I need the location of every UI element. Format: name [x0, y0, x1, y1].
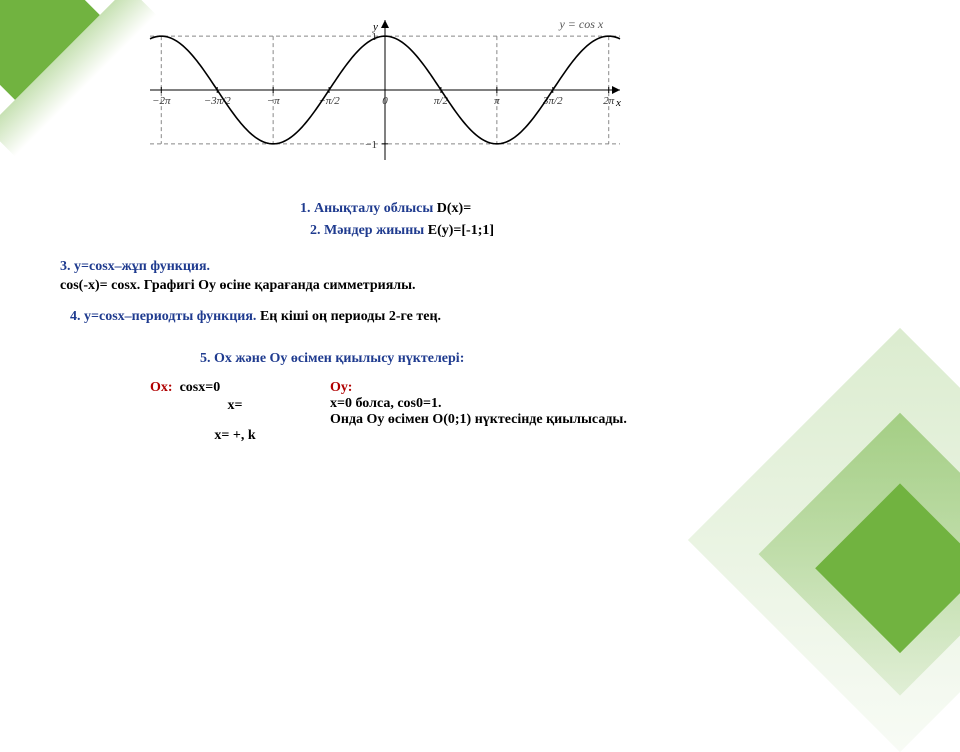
line-domain: 1. Анықталу облысы D(x)=: [300, 200, 471, 219]
oy-row1: x=0 болса, cos0=1.: [330, 396, 750, 412]
line-period: 4. y=cosx–периодты функция. Ең кіші оң п…: [70, 308, 441, 327]
line-domain-value: D(x)=: [437, 201, 471, 216]
line-range-title: 2. Мәндер жиыны: [310, 223, 428, 238]
line-range: 2. Мәндер жиыны E(y)=[-1;1]: [310, 222, 494, 241]
svg-text:−2π: −2π: [152, 95, 171, 107]
line-intersections: 5. Ох және Оу өсімен қиылысу нүктелері:: [200, 350, 464, 369]
svg-text:y = cos x: y = cos x: [558, 17, 603, 31]
svg-text:2π: 2π: [603, 95, 615, 107]
oy-row2: Онда Оу өсімен O(0;1) нүктесінде қиылыса…: [330, 412, 750, 428]
svg-text:−1: −1: [365, 139, 377, 151]
line-even-title: 3. y=cosx–жұп функция.: [60, 258, 416, 277]
line-domain-title: 1. Анықталу облысы: [300, 201, 437, 216]
svg-text:−π: −π: [267, 95, 280, 107]
ox-head: Ох:: [150, 380, 173, 395]
line-range-value: E(y)=[-1;1]: [428, 223, 494, 238]
oy-intersection-block: Оу: x=0 болса, cos0=1. Онда Оу өсімен O(…: [330, 380, 750, 428]
oy-head: Оу:: [330, 380, 750, 396]
ox-row2: x=: [150, 398, 320, 414]
ox-row1: cosx=0: [180, 380, 221, 395]
svg-text:y: y: [372, 21, 378, 33]
decor-top-left: [0, 0, 100, 100]
svg-text:x: x: [615, 97, 621, 109]
cosine-chart: −2π−3π/2−π−π/20π/2π3π/22π1−1xyy = cos x: [120, 10, 640, 180]
svg-text:π: π: [494, 95, 500, 107]
line-even: 3. y=cosx–жұп функция. cos(-x)= cosx. Гр…: [60, 258, 416, 296]
line-period-detail: Ең кіші оң периоды 2-ге тең.: [260, 309, 441, 324]
ox-intersection-block: Ох: cosx=0 x= x= +, k: [150, 380, 320, 444]
svg-text:0: 0: [382, 95, 388, 107]
line-period-title: 4. y=cosx–периодты функция.: [70, 309, 260, 324]
line-even-detail: cos(-x)= cosx. Графигі Оу өсіне қарағанд…: [60, 277, 416, 296]
ox-row3: x= +, k: [150, 428, 320, 444]
